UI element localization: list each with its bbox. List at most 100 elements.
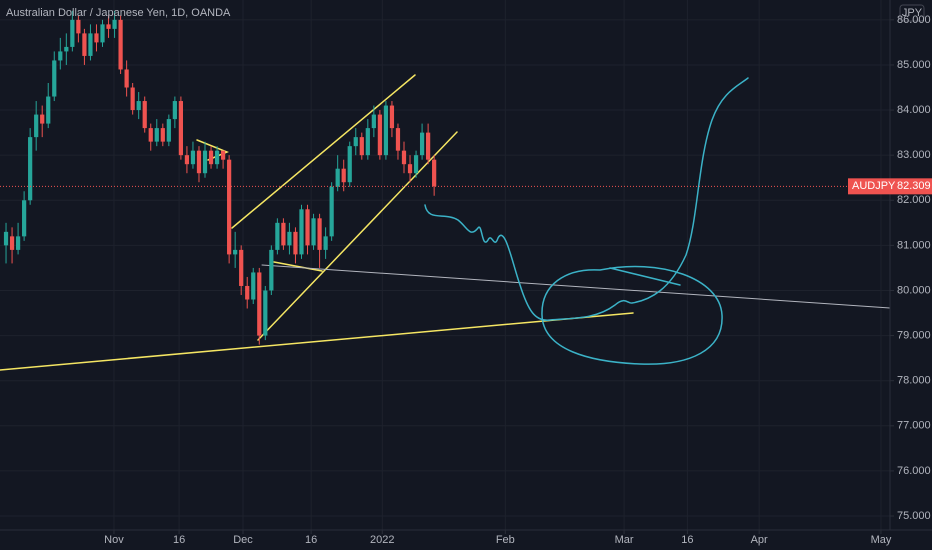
x-tick-label: Feb: [496, 534, 515, 546]
candle-body: [82, 33, 87, 56]
candle-body: [341, 168, 346, 183]
candle-body: [383, 105, 389, 156]
candle-body: [389, 105, 395, 129]
candle-body: [263, 290, 268, 336]
candle-body: [166, 119, 171, 142]
candle-body: [275, 222, 280, 250]
candle-body: [287, 231, 292, 246]
y-tick-label: 85.000: [897, 59, 931, 71]
x-tick-label: 16: [173, 534, 185, 546]
candle-body: [233, 249, 238, 255]
y-tick-label: 81.000: [897, 239, 931, 251]
candle-body: [401, 150, 407, 165]
candle-body: [3, 231, 9, 246]
candle-body: [407, 164, 413, 174]
symbol-label: AUDJPY: [852, 180, 896, 192]
candles: [3, 10, 437, 345]
channel-lower: [257, 131, 458, 341]
y-tick-label: 76.000: [897, 465, 931, 477]
candle-body: [293, 231, 298, 255]
candle-body: [28, 137, 33, 201]
channel-upper: [231, 74, 416, 229]
candle-body: [184, 155, 190, 165]
y-tick-label: 77.000: [897, 420, 931, 432]
support-line: [261, 264, 891, 309]
candle-body: [377, 114, 382, 156]
candle-body: [220, 150, 226, 160]
candle-body: [419, 132, 425, 156]
candle-body: [323, 236, 328, 250]
candle-body: [178, 101, 184, 156]
candle-body: [359, 137, 364, 156]
freehand-line: [609, 267, 681, 286]
currency-box: [899, 4, 925, 22]
x-tick-label: Apr: [751, 534, 768, 546]
candle-body: [46, 96, 51, 124]
candle-body: [299, 209, 304, 255]
candle-body: [88, 33, 93, 56]
pattern-line: [273, 261, 323, 272]
y-tick-label: 75.000: [897, 510, 931, 522]
candle-body: [130, 87, 135, 111]
candle-body: [58, 51, 63, 61]
y-tick-label: 82.000: [897, 194, 931, 206]
candle-body: [432, 159, 437, 187]
candle-body: [269, 249, 274, 291]
candle-body: [112, 19, 117, 29]
candle-body: [190, 150, 196, 165]
candle-body: [196, 150, 202, 174]
x-tick-label: 16: [681, 534, 693, 546]
candle-body: [353, 137, 358, 147]
y-tick-label: 80.000: [897, 284, 931, 296]
candle-body: [34, 114, 39, 138]
x-tick-label: 2022: [370, 534, 394, 546]
candle-body: [371, 114, 376, 129]
candle-body: [148, 128, 153, 142]
candle-body: [136, 101, 141, 111]
x-tick-label: May: [871, 534, 892, 546]
candle-body: [347, 146, 352, 183]
x-tick-label: Mar: [615, 534, 634, 546]
candle-body: [214, 150, 220, 165]
y-tick-label: 79.000: [897, 329, 931, 341]
currency-label: JPY: [902, 7, 923, 19]
y-tick-label: 83.000: [897, 149, 931, 161]
candle-body: [202, 150, 208, 174]
chart-title: Australian Dollar / Japanese Yen, 1D, OA…: [6, 7, 231, 19]
candle-body: [76, 19, 81, 34]
candle-body: [208, 150, 214, 165]
candle-body: [305, 209, 310, 246]
candle-body: [413, 155, 419, 174]
last-price-label: 82.309: [897, 180, 931, 192]
x-tick-label: 16: [305, 534, 317, 546]
candle-body: [142, 101, 147, 129]
candle-body: [94, 33, 99, 43]
candle-body: [317, 218, 322, 250]
candle-body: [9, 236, 15, 250]
candle-body: [100, 24, 105, 43]
candle-body: [227, 159, 232, 255]
freehand-circle: [541, 265, 723, 365]
grid: [0, 0, 890, 530]
x-tick-label: Dec: [233, 534, 253, 546]
candle-body: [329, 186, 334, 237]
last-price-box: [848, 178, 932, 195]
candle-body: [365, 128, 370, 156]
x-tick-label: Nov: [104, 534, 124, 546]
candle-body: [70, 19, 75, 47]
candle-body: [52, 60, 57, 97]
candle-body: [64, 46, 69, 52]
candle-body: [154, 128, 159, 142]
y-tick-label: 78.000: [897, 375, 931, 387]
candle-body: [395, 128, 401, 151]
candle-body: [251, 272, 256, 300]
candle-body: [15, 236, 21, 250]
candle-body: [40, 114, 45, 124]
y-tick-label: 86.000: [897, 14, 931, 26]
trend-line: [0, 312, 634, 371]
candle-body: [172, 101, 177, 120]
candle-body: [106, 24, 111, 29]
